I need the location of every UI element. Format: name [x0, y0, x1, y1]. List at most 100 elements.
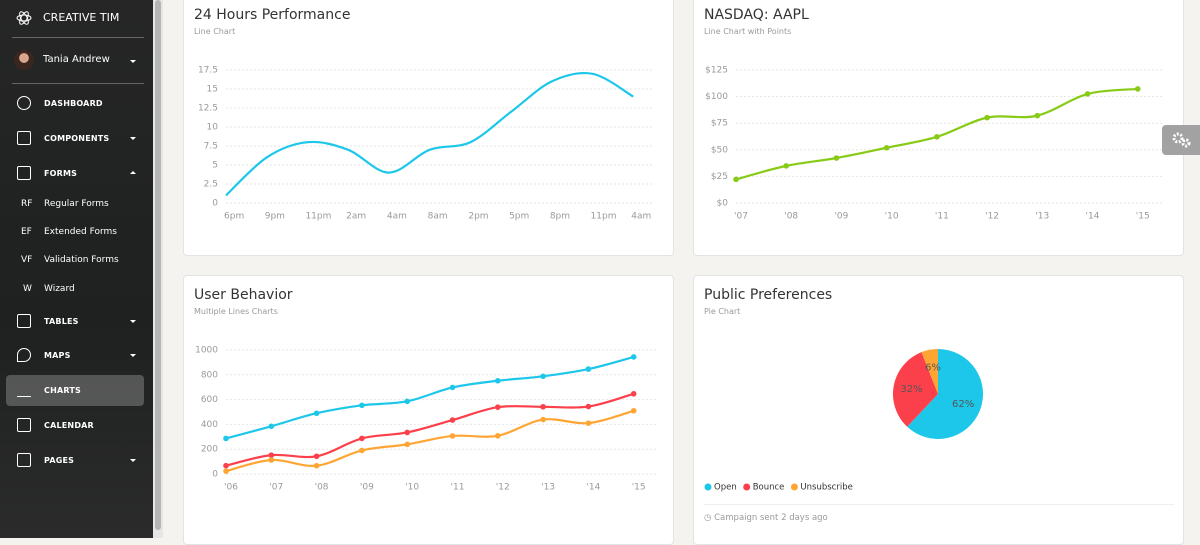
- card: NASDAQ: AAPL Line Chart with Points: [693, 0, 1184, 256]
- sub-item[interactable]: Extended Forms: [44, 227, 117, 237]
- divider: [12, 37, 144, 38]
- data-point: [223, 468, 229, 474]
- data-point: [630, 354, 637, 360]
- x-tick-label: 2pm: [468, 212, 488, 222]
- icon: [17, 166, 31, 180]
- y-tick-label: 800: [201, 370, 218, 380]
- data-point: [359, 435, 365, 442]
- x-tick-label: '14: [586, 483, 600, 493]
- y-tick-label: $75: [711, 119, 728, 129]
- y-tick-label: $100: [705, 92, 728, 102]
- sub-item[interactable]: Regular Forms: [44, 199, 109, 209]
- data-point: [540, 416, 546, 423]
- x-tick-label: '09: [834, 212, 848, 222]
- data-point: [984, 114, 990, 121]
- nav-item[interactable]: DASHBOARD: [44, 99, 103, 108]
- nav-item[interactable]: TABLES: [44, 317, 79, 326]
- card-title: User Behavior: [194, 287, 293, 303]
- data-point: [223, 462, 229, 469]
- user-name[interactable]: Tania Andrew: [43, 54, 110, 65]
- x-tick-label: 4am: [631, 212, 651, 222]
- x-tick-label: '08: [315, 483, 329, 493]
- y-tick-label: 5: [212, 161, 218, 171]
- data-point: [449, 417, 456, 423]
- sub-item[interactable]: Validation Forms: [44, 255, 119, 265]
- scroll-thumb[interactable]: [155, 0, 161, 530]
- data-line: [225, 355, 634, 440]
- y-tick-label: 0: [212, 199, 218, 209]
- data-point: [313, 410, 320, 417]
- icon: [17, 348, 31, 362]
- data-point: [934, 134, 940, 140]
- data-point: [585, 420, 592, 426]
- y-tick-label: 400: [201, 420, 218, 430]
- data-point: [585, 366, 592, 372]
- brand[interactable]: CREATIVE TIM: [43, 11, 120, 24]
- y-tick-label: $50: [711, 145, 728, 155]
- nav-item[interactable]: MAPS: [44, 351, 71, 360]
- data-point: [1084, 91, 1091, 97]
- card-title: 24 Hours Performance: [194, 7, 351, 23]
- x-tick-label: 2am: [346, 212, 366, 222]
- y-tick-label: 200: [201, 445, 218, 455]
- footer-text: Campaign sent 2 days ago: [714, 513, 828, 523]
- legend-swatch: [790, 483, 798, 491]
- legend-label: Open: [714, 483, 737, 493]
- x-tick-label: '15: [1136, 212, 1150, 222]
- data-point: [883, 144, 890, 151]
- sidebar: CREATIVE TIM Tania Andrew DASHBOARD COMP…: [0, 0, 153, 538]
- card-subtitle: Line Chart: [194, 27, 236, 36]
- legend-swatch: [704, 483, 712, 491]
- sub-item[interactable]: Wizard: [44, 284, 75, 294]
- x-tick-label: 8am: [428, 212, 448, 222]
- x-tick-label: '11: [451, 483, 465, 493]
- card-subtitle: Pie Chart: [704, 307, 741, 316]
- pie-slice: [921, 349, 938, 394]
- legend-label: Unsubscribe: [800, 483, 852, 493]
- data-point: [359, 402, 365, 409]
- nav-item[interactable]: CALENDAR: [44, 421, 94, 430]
- card-title: NASDAQ: AAPL: [704, 7, 809, 23]
- x-tick-label: 9pm: [265, 212, 285, 222]
- settings-button[interactable]: [1162, 125, 1200, 155]
- y-tick-label: 1000: [195, 346, 218, 356]
- icon: [17, 418, 31, 432]
- y-tick-label: 7.5: [204, 142, 218, 152]
- divider: [704, 504, 1174, 505]
- divider: [12, 83, 144, 84]
- x-tick-label: '13: [541, 483, 555, 493]
- nav-item[interactable]: CHARTS: [44, 386, 81, 395]
- y-tick-label: $0: [717, 199, 729, 209]
- card-subtitle: Multiple Lines Charts: [194, 307, 278, 316]
- data-point: [449, 384, 456, 391]
- data-point: [449, 433, 456, 439]
- card: 24 Hours Performance Line Chart: [183, 0, 674, 256]
- x-tick-label: '13: [1035, 212, 1049, 222]
- data-point: [1034, 112, 1041, 119]
- slice-label: 62%: [952, 399, 974, 410]
- data-point: [1134, 86, 1141, 92]
- scrollbar[interactable]: [153, 0, 163, 538]
- x-tick-label: '14: [1086, 212, 1100, 222]
- data-point: [268, 423, 275, 430]
- data-point: [404, 429, 411, 436]
- y-tick-label: 2.5: [204, 180, 218, 190]
- caret: [130, 137, 136, 140]
- data-point: [630, 390, 637, 397]
- nav-item[interactable]: FORMS: [44, 169, 78, 178]
- x-tick-label: '07: [734, 212, 748, 222]
- legend-label: Bounce: [753, 483, 785, 493]
- x-tick-label: '12: [496, 483, 510, 493]
- icon: [17, 96, 31, 110]
- card-title: Public Preferences: [704, 287, 833, 303]
- sub-abbr: W: [23, 284, 32, 294]
- x-tick-label: '06: [224, 483, 238, 493]
- caret: [130, 459, 136, 462]
- caret: [130, 171, 136, 174]
- data-point: [268, 452, 275, 458]
- nav-item[interactable]: PAGES: [44, 456, 75, 465]
- nav-item[interactable]: COMPONENTS: [44, 134, 110, 143]
- x-tick-label: 5pm: [509, 212, 529, 222]
- pie-slice: [892, 352, 938, 427]
